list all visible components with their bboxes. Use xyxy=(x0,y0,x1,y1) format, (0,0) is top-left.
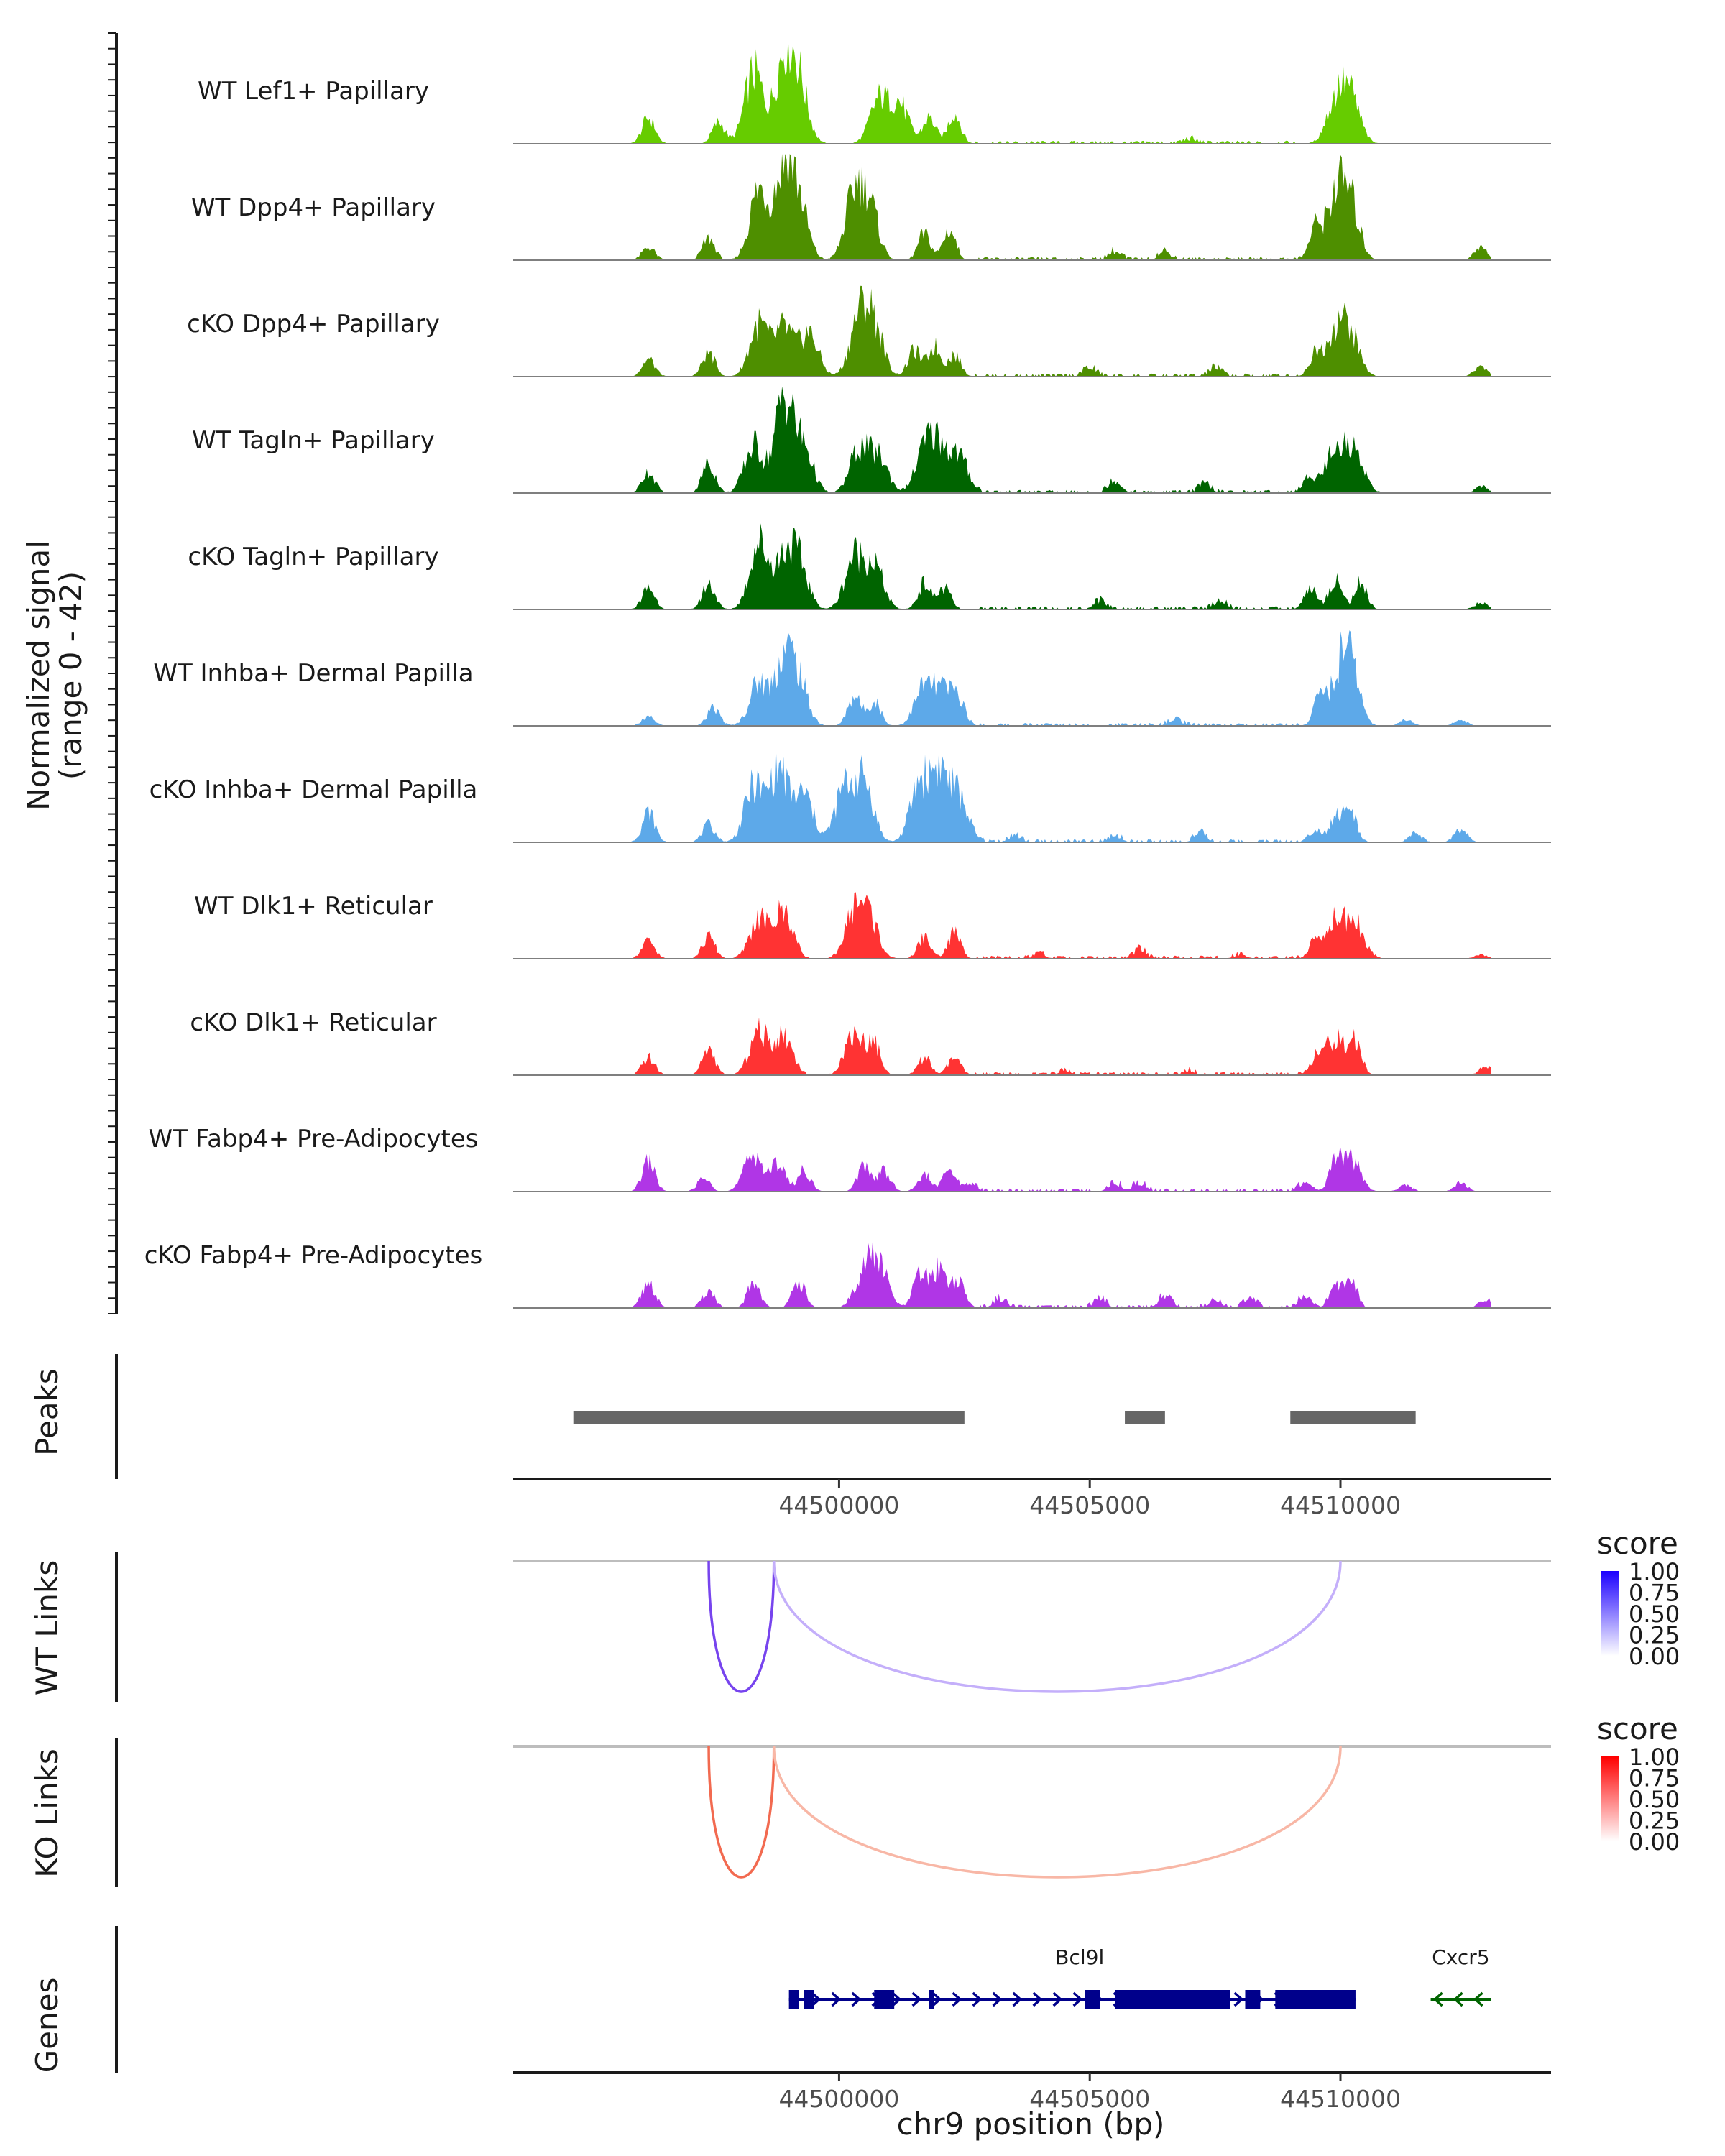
exon xyxy=(929,1990,934,2009)
strand-chevron xyxy=(952,1991,962,2007)
peak-bar xyxy=(1125,1411,1165,1424)
strand-chevron xyxy=(911,1991,922,2007)
peak-bar xyxy=(1290,1411,1416,1424)
coverage-area xyxy=(568,37,1491,144)
coverage-area xyxy=(568,523,1491,609)
legend-tick-label: 0.00 xyxy=(1629,1643,1680,1670)
genes-panel: Bcl9l Cxcr5 xyxy=(115,1926,1491,2073)
legend-tick-label: 1.00 xyxy=(1629,1743,1680,1771)
link-arc xyxy=(707,1560,776,1693)
exon xyxy=(1085,1990,1100,2009)
x-axis-title: chr9 position (bp) xyxy=(897,2106,1165,2142)
coverage-area xyxy=(568,154,1491,260)
track-label: cKO Inhba+ Dermal Papilla xyxy=(150,775,478,804)
coverage-area xyxy=(568,285,1491,377)
peaks-x-axis: 44500000 44505000 44510000 xyxy=(513,1478,1551,1519)
strand-chevron xyxy=(1233,1991,1244,2007)
legend-colorbar xyxy=(1601,1571,1619,1656)
strand-chevron xyxy=(972,1991,983,2007)
legend-tick-label: 0.00 xyxy=(1629,1828,1680,1856)
strand-chevron xyxy=(851,1991,862,2007)
strand-chevron xyxy=(932,1991,942,2007)
genes-y-title: Genes xyxy=(29,1978,65,2073)
track-label: cKO Dpp4+ Papillary xyxy=(187,310,440,338)
coverage-area xyxy=(568,387,1491,493)
coverage-area xyxy=(568,892,1491,959)
gene-label: Cxcr5 xyxy=(1432,1945,1489,1969)
x-tick-label: 44500000 xyxy=(778,2085,899,2113)
exon xyxy=(788,1990,799,2009)
exon xyxy=(1115,1990,1230,2009)
track-label: WT Dpp4+ Papillary xyxy=(191,193,436,222)
coverage-y-title: Normalized signal xyxy=(21,540,56,811)
legend-tick-label: 0.50 xyxy=(1629,1600,1680,1628)
strand-chevron xyxy=(811,1991,822,2007)
x-tick-label: 44510000 xyxy=(1280,1491,1401,1519)
track-label: cKO Dlk1+ Reticular xyxy=(190,1008,436,1037)
strand-chevron xyxy=(1052,1991,1063,2007)
track-label: WT Lef1+ Papillary xyxy=(198,77,429,106)
peaks-y-title: Peaks xyxy=(29,1368,65,1456)
legend-title: score xyxy=(1597,1711,1678,1746)
coverage-area xyxy=(568,745,1491,842)
exon xyxy=(1245,1990,1261,2009)
x-tick-label: 44500000 xyxy=(778,1491,899,1519)
legend-tick-label: 0.50 xyxy=(1629,1786,1680,1813)
strand-chevron xyxy=(1032,1991,1043,2007)
legend-tick-label: 1.00 xyxy=(1629,1558,1680,1585)
genes-x-axis: 44500000 44505000 44510000 xyxy=(513,2071,1551,2113)
strand-chevron xyxy=(1012,1991,1023,2007)
exon xyxy=(1275,1990,1356,2009)
track-label: cKO Tagln+ Papillary xyxy=(188,543,438,571)
legend-tick-label: 0.75 xyxy=(1629,1765,1680,1792)
link-arc xyxy=(772,1746,1342,1879)
x-tick-label: 44505000 xyxy=(1029,1491,1150,1519)
peak-bar xyxy=(573,1411,965,1424)
track-label: WT Tagln+ Papillary xyxy=(192,426,435,455)
legend-tick-label: 0.25 xyxy=(1629,1622,1680,1649)
exon xyxy=(874,1990,895,2009)
legend-title: score xyxy=(1597,1526,1678,1561)
strand-chevron xyxy=(1453,1991,1463,2007)
coverage-area xyxy=(568,1239,1491,1308)
coverage-area xyxy=(568,1017,1491,1075)
strand-chevron xyxy=(1432,1991,1443,2007)
gene-label: Bcl9l xyxy=(1055,1945,1104,1969)
track-label: WT Inhba+ Dermal Papilla xyxy=(153,659,473,688)
legend-colorbar xyxy=(1601,1756,1619,1841)
coverage-y-title-range: (range 0 - 42) xyxy=(53,571,88,780)
coverage-area xyxy=(568,1146,1491,1192)
legend-tick-label: 0.75 xyxy=(1629,1580,1680,1607)
strand-chevron xyxy=(1473,1991,1484,2007)
link-arc xyxy=(772,1560,1342,1693)
strand-chevron xyxy=(891,1991,902,2007)
exon xyxy=(804,1990,814,2009)
peaks-panel xyxy=(115,1354,1416,1479)
link-arc xyxy=(707,1746,776,1879)
strand-chevron xyxy=(992,1991,1003,2007)
coverage-panel: WT Lef1+ Papillary WT Dpp4+ Papillary cKO … xyxy=(108,32,1551,1314)
track-label: cKO Fabp4+ Pre-Adipocytes xyxy=(144,1241,483,1270)
x-tick-label: 44505000 xyxy=(1029,2085,1150,2113)
track-label: WT Dlk1+ Reticular xyxy=(194,892,433,921)
links-y-title: WT Links xyxy=(29,1560,65,1695)
legend-tick-label: 0.25 xyxy=(1629,1807,1680,1835)
track-label: WT Fabp4+ Pre-Adipocytes xyxy=(149,1125,479,1153)
links-y-title: KO Links xyxy=(29,1749,65,1878)
strand-chevron xyxy=(1072,1991,1083,2007)
strand-chevron xyxy=(831,1991,842,2007)
coverage-area xyxy=(568,630,1491,726)
x-tick-label: 44510000 xyxy=(1280,2085,1401,2113)
